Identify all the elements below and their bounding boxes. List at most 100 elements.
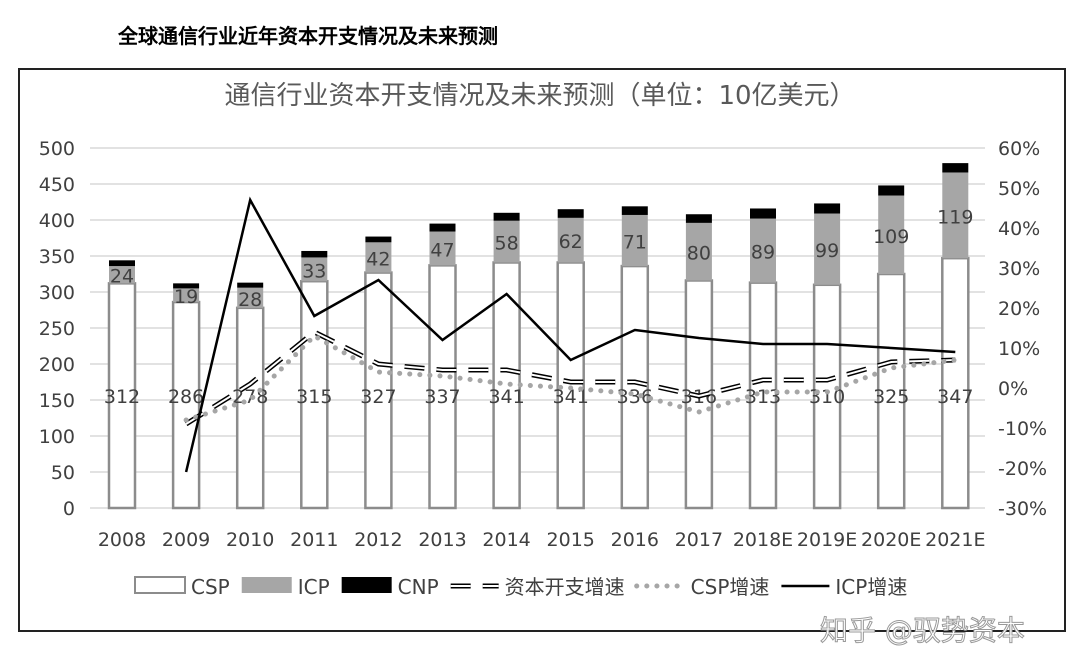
bar-icp: [621, 214, 648, 267]
bar-icp: [493, 220, 520, 263]
data-label-icp: 58: [495, 233, 519, 255]
data-label-icp: 62: [559, 231, 583, 253]
y-left-tick: 400: [39, 210, 75, 232]
watermark: 知乎 @驭势资本: [820, 614, 1025, 647]
bar-csp: [556, 261, 585, 510]
data-label-icp: 80: [687, 243, 711, 265]
data-label-csp: 278: [232, 386, 268, 408]
x-tick: 2012: [354, 529, 402, 551]
data-label-csp: 327: [360, 386, 396, 408]
chart-title: 通信行业资本开支情况及未来预测（单位：10亿美元）: [224, 81, 855, 111]
bar-cnp: [750, 208, 776, 219]
legend-label: ICP增速: [835, 575, 907, 599]
data-label-csp: 310: [809, 386, 845, 408]
bar-icp: [750, 218, 776, 283]
data-label-csp: 341: [553, 386, 589, 408]
bar-csp: [171, 300, 201, 510]
y-right-tick: 30%: [998, 258, 1040, 280]
legend-label: CSP增速: [691, 575, 770, 599]
y-left-tick: 200: [39, 354, 75, 376]
x-tick: 2008: [98, 529, 146, 551]
x-tick: 2016: [611, 529, 659, 551]
data-label-csp: 286: [168, 386, 204, 408]
y-left-tick: 50: [51, 462, 75, 484]
bar-icp: [429, 231, 456, 266]
y-right-tick: 0%: [998, 378, 1028, 400]
legend-label: CNP: [398, 575, 439, 599]
bar-csp: [235, 306, 265, 510]
legend-swatch-csp: [134, 576, 186, 594]
bar-csp: [941, 256, 970, 510]
data-label-icp: 28: [238, 289, 262, 311]
bar-cnp: [301, 250, 328, 258]
bar-cnp: [365, 236, 392, 243]
y-left-tick: 100: [39, 426, 75, 448]
x-tick: 2021E: [925, 529, 985, 551]
legend-label: ICP: [298, 575, 330, 599]
data-label-icp: 24: [110, 266, 134, 288]
data-label-icp: 19: [174, 286, 198, 308]
y-right-tick: 10%: [998, 338, 1040, 360]
chart-frame: [18, 68, 1066, 632]
legend-label: CSP: [191, 575, 230, 599]
bar-icp: [942, 172, 969, 259]
x-tick: 2013: [418, 529, 466, 551]
y-right-tick: 50%: [998, 178, 1040, 200]
x-tick: 2020E: [861, 529, 921, 551]
y-left-tick: 0: [63, 498, 75, 520]
data-label-icp: 42: [366, 248, 390, 270]
data-label-csp: 347: [937, 386, 973, 408]
y-left-tick: 500: [39, 138, 75, 160]
legend-label: 资本开支增速: [505, 575, 625, 599]
bar-cnp: [557, 209, 584, 218]
bar-csp: [876, 272, 906, 510]
heading: 全球通信行业近年资本开支情况及未来预测: [118, 24, 498, 48]
y-left-tick: 250: [39, 318, 75, 340]
bar-csp: [107, 282, 137, 510]
x-tick: 2011: [290, 529, 338, 551]
bar-csp: [364, 271, 393, 510]
data-label-icp: 89: [751, 242, 775, 264]
data-label-csp: 325: [873, 386, 909, 408]
bar-icp: [814, 213, 841, 285]
y-right-tick: -20%: [998, 458, 1047, 480]
y-left-tick: 300: [39, 282, 75, 304]
legend-swatch-icp: [241, 577, 292, 593]
data-label-csp: 312: [104, 386, 140, 408]
y-right-tick: 60%: [998, 138, 1040, 160]
data-label-csp: 337: [424, 386, 460, 408]
bar-cnp: [173, 283, 200, 289]
data-label-icp: 71: [623, 232, 647, 254]
bar-icp: [301, 257, 328, 282]
y-left-tick: 150: [39, 390, 75, 412]
bar-icp: [237, 287, 264, 308]
y-right-tick: 40%: [998, 218, 1040, 240]
x-tick: 2019E: [797, 529, 857, 551]
bar-icp: [173, 288, 200, 303]
y-left-tick: 350: [39, 246, 75, 268]
data-label-icp: 47: [430, 239, 454, 261]
x-tick: 2017: [675, 529, 723, 551]
data-label-icp: 99: [815, 240, 839, 262]
bar-icp: [557, 217, 584, 263]
bar-cnp: [621, 206, 648, 215]
bar-cnp: [429, 223, 456, 232]
bar-icp: [878, 195, 905, 274]
data-label-icp: 33: [302, 260, 326, 282]
y-right-tick: 20%: [998, 298, 1040, 320]
data-label-icp: 119: [937, 206, 973, 228]
data-label-icp: 109: [873, 226, 909, 248]
x-tick: 2015: [547, 529, 595, 551]
bar-cnp: [685, 214, 712, 223]
bar-icp: [365, 242, 392, 273]
x-tick: 2014: [482, 529, 530, 551]
x-tick: 2010: [226, 529, 274, 551]
bar-icp: [685, 222, 712, 281]
bar-cnp: [493, 212, 520, 221]
legend-swatch-cnp: [341, 577, 392, 593]
line-ICP增速: [184, 196, 956, 473]
bar-csp: [620, 264, 650, 510]
bar-cnp: [942, 163, 969, 173]
data-label-csp: 336: [617, 386, 653, 408]
